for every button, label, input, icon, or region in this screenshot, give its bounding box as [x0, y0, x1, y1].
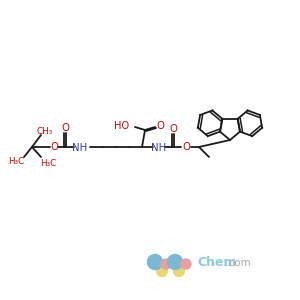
Circle shape — [161, 259, 171, 269]
Text: NH: NH — [72, 143, 88, 153]
Text: HO: HO — [114, 121, 129, 131]
Text: H₃C: H₃C — [40, 158, 56, 167]
Text: O: O — [50, 142, 58, 152]
Circle shape — [181, 259, 191, 269]
Text: O: O — [182, 142, 190, 152]
Circle shape — [167, 254, 182, 269]
Text: .com: .com — [226, 258, 252, 268]
Text: H₃C: H₃C — [8, 158, 24, 166]
Text: Chem: Chem — [197, 256, 236, 269]
Text: NH: NH — [152, 143, 166, 153]
Circle shape — [174, 266, 184, 276]
Circle shape — [148, 254, 163, 269]
Text: O: O — [169, 124, 177, 134]
Text: O: O — [61, 123, 69, 133]
Text: O: O — [156, 121, 164, 131]
Circle shape — [157, 266, 167, 276]
Text: CH₃: CH₃ — [37, 127, 53, 136]
